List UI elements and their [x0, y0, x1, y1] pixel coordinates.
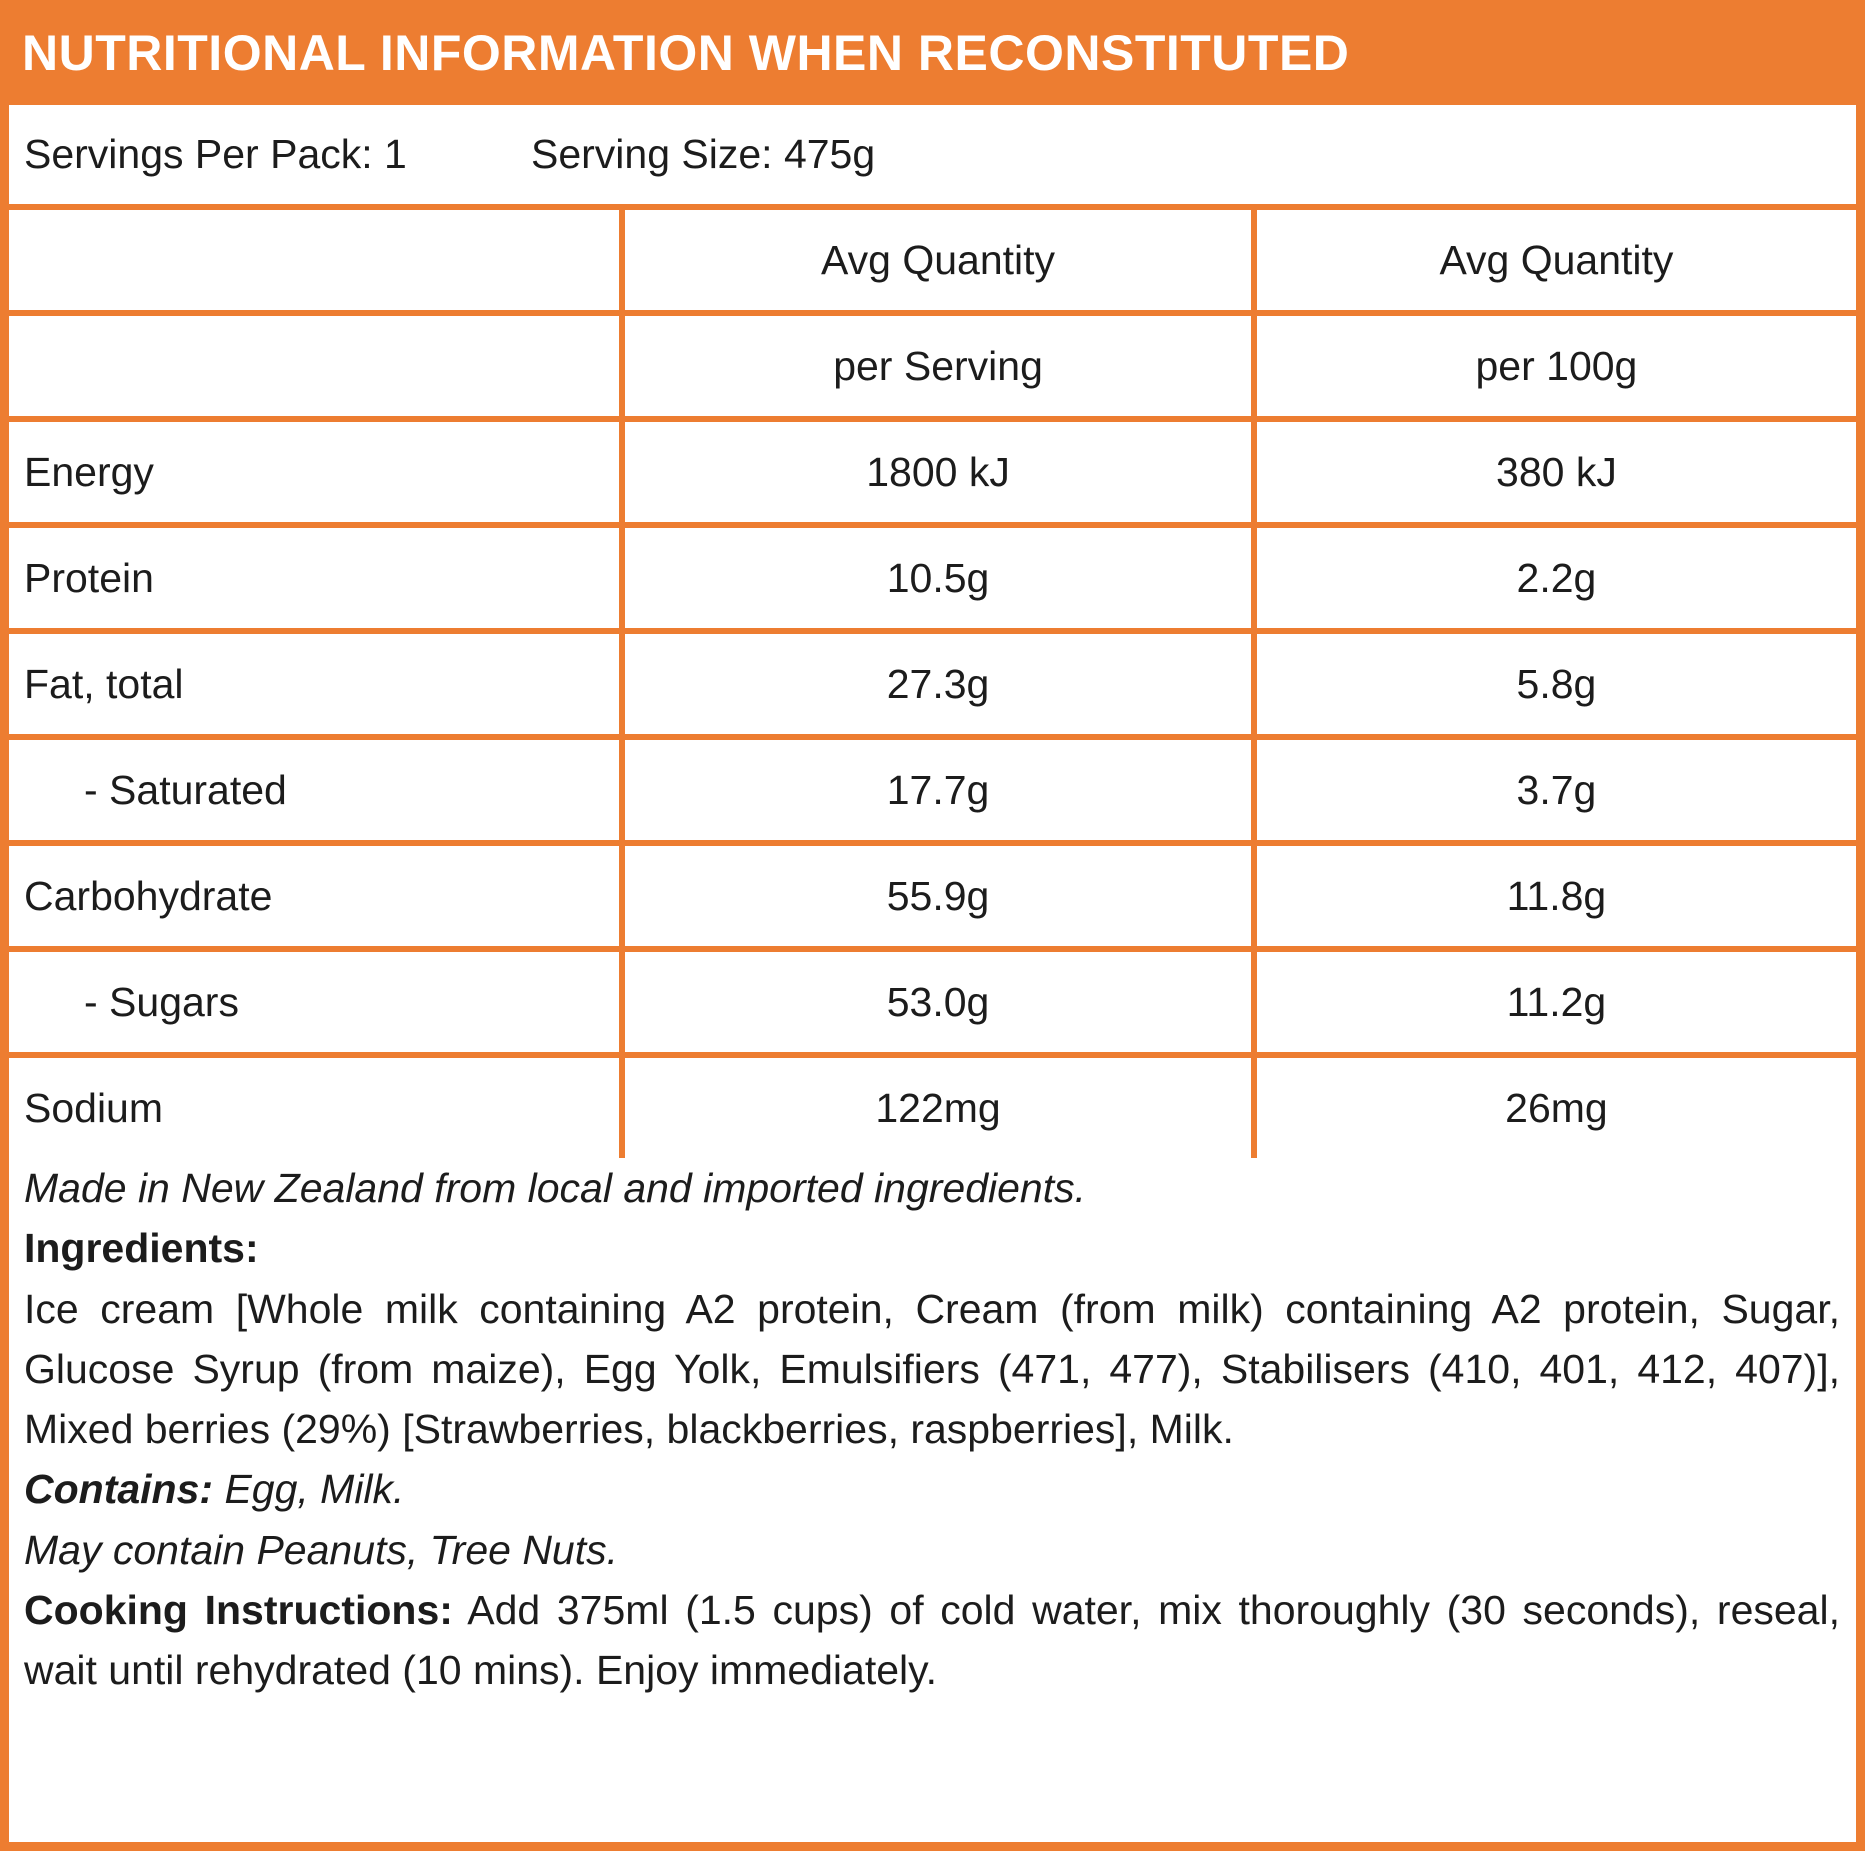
contains-statement: Contains: Egg, Milk.	[24, 1459, 1840, 1519]
row-value-per-100g: 3.7g	[1250, 734, 1856, 846]
origin-statement: Made in New Zealand from local and impor…	[24, 1165, 1086, 1211]
row-value-per-serving: 17.7g	[619, 734, 1257, 846]
header-blank-cell	[9, 207, 626, 316]
row-value-per-serving: 10.5g	[619, 522, 1257, 634]
table-header-row-2: per Serving per 100g	[9, 310, 1856, 422]
row-label: Carbohydrate	[9, 840, 626, 952]
ingredients-text: Ice cream [Whole milk containing A2 prot…	[24, 1285, 1840, 1453]
row-value-per-100g: 380 kJ	[1250, 416, 1856, 528]
row-value-per-100g: 5.8g	[1250, 628, 1856, 740]
header-avg-quantity-100g: Avg Quantity	[1250, 207, 1856, 316]
servings-per-pack: Servings Per Pack: 1	[24, 131, 407, 177]
ingredients-heading: Ingredients:	[24, 1225, 259, 1272]
header-avg-quantity-serving: Avg Quantity	[619, 207, 1257, 316]
table-row-fat-total: Fat, total 27.3g 5.8g	[9, 628, 1856, 740]
table-row-sugars: - Sugars 53.0g 11.2g	[9, 946, 1856, 1058]
row-value-per-100g: 11.2g	[1250, 946, 1856, 1058]
row-label: - Sugars	[9, 946, 626, 1058]
table-header-row-1: Avg Quantity Avg Quantity	[9, 207, 1856, 316]
row-value-per-100g: 2.2g	[1250, 522, 1856, 634]
row-value-per-serving: 27.3g	[619, 628, 1257, 740]
serving-info: Servings Per Pack: 1 Serving Size: 475g	[9, 105, 1856, 210]
row-label: Sodium	[9, 1052, 626, 1161]
header-per-100g: per 100g	[1250, 310, 1856, 422]
cooking-instructions: Cooking Instructions: Add 375ml (1.5 cup…	[24, 1580, 1840, 1701]
contains-label: Contains:	[24, 1466, 214, 1513]
table-row-saturated: - Saturated 17.7g 3.7g	[9, 734, 1856, 846]
may-contain-statement: May contain Peanuts, Tree Nuts.	[24, 1526, 619, 1573]
table-row-sodium: Sodium 122mg 26mg	[9, 1052, 1856, 1161]
table-row-protein: Protein 10.5g 2.2g	[9, 522, 1856, 634]
row-label: Protein	[9, 522, 626, 634]
row-label: Fat, total	[9, 628, 626, 740]
row-value-per-serving: 55.9g	[619, 840, 1257, 952]
row-value-per-serving: 1800 kJ	[619, 416, 1257, 528]
cooking-instructions-text: Add 375ml (1.5 cups) of cold water, mix …	[24, 1586, 1840, 1694]
row-value-per-100g: 11.8g	[1250, 840, 1856, 952]
panel-title: NUTRITIONAL INFORMATION WHEN RECONSTITUT…	[22, 24, 1350, 81]
serving-size: Serving Size: 475g	[531, 131, 876, 177]
cooking-instructions-label: Cooking Instructions:	[24, 1586, 453, 1633]
panel-header: NUTRITIONAL INFORMATION WHEN RECONSTITUT…	[9, 0, 1856, 105]
row-label: Energy	[9, 416, 626, 528]
row-value-per-serving: 53.0g	[619, 946, 1257, 1058]
row-label: - Saturated	[9, 734, 626, 846]
contains-text: Egg, Milk.	[213, 1466, 405, 1513]
footer-notes: Made in New Zealand from local and impor…	[9, 1158, 1856, 1700]
header-blank-cell	[9, 310, 626, 422]
row-value-per-100g: 26mg	[1250, 1052, 1856, 1161]
header-per-serving: per Serving	[619, 310, 1257, 422]
row-value-per-serving: 122mg	[619, 1052, 1257, 1161]
nutrition-table: Avg Quantity Avg Quantity per Serving pe…	[9, 207, 1856, 1161]
table-row-carbohydrate: Carbohydrate 55.9g 11.8g	[9, 840, 1856, 952]
table-row-energy: Energy 1800 kJ 380 kJ	[9, 416, 1856, 528]
